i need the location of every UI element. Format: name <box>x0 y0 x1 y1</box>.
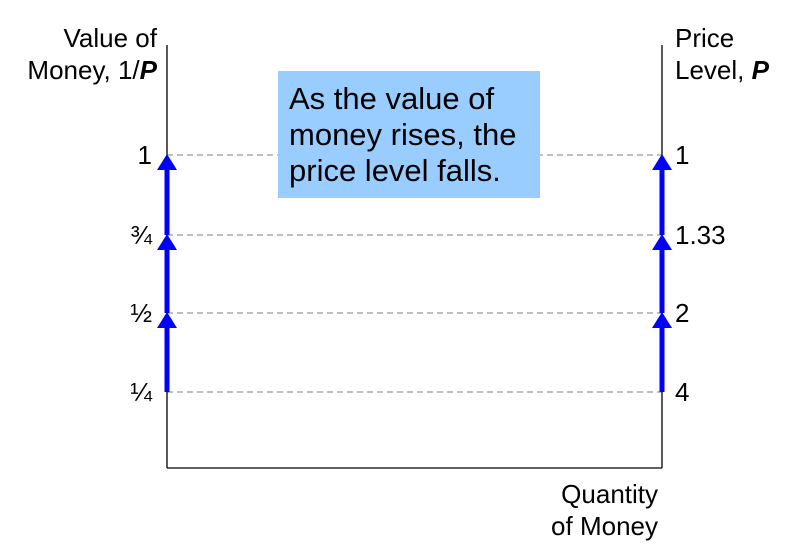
right-axis-title-var: P <box>751 55 769 85</box>
callout-box: As the value of money rises, the price l… <box>278 71 540 198</box>
right-axis-title-prefix: Level, <box>675 55 752 85</box>
left-axis-title: Value of Money, 1/P <box>27 22 157 86</box>
price-tick-label-1: 1 <box>675 140 690 170</box>
left-axis-title-prefix: Money, 1/ <box>27 55 140 85</box>
right-arrow-head-3 <box>652 154 672 170</box>
dashed-guides <box>167 154 662 393</box>
left-arrow-head-2 <box>157 234 177 250</box>
left-axis-title-var: P <box>139 55 157 85</box>
x-axis-title-line2: of Money <box>551 511 658 541</box>
right-arrow-head-2 <box>652 234 672 250</box>
value-tick-label-2: ¾ <box>130 220 152 250</box>
x-axis-title: Quantity of Money <box>551 478 658 542</box>
right-axis-title-line2: Level, P <box>675 54 769 86</box>
value-tick-label-1: 1 <box>137 140 152 170</box>
right-axis-title: Price Level, P <box>675 22 769 86</box>
price-tick-label-3: 2 <box>675 298 690 328</box>
callout-text: As the value of money rises, the price l… <box>289 81 517 188</box>
right-axis-title-line1: Price <box>675 23 735 53</box>
value-tick-label-4: ¼ <box>130 377 152 407</box>
left-arrows <box>157 154 177 392</box>
left-arrow-head-3 <box>157 154 177 170</box>
right-arrows <box>652 154 672 392</box>
left-arrow-head-1 <box>157 312 177 328</box>
price-tick-label-2: 1.33 <box>675 220 726 250</box>
left-axis-title-line2: Money, 1/P <box>27 54 157 86</box>
price-tick-label-4: 4 <box>675 377 690 407</box>
value-tick-label-3: ½ <box>130 298 152 328</box>
left-axis-title-line1: Value of <box>63 23 157 53</box>
right-arrow-head-1 <box>652 312 672 328</box>
x-axis-title-line1: Quantity <box>561 479 658 509</box>
